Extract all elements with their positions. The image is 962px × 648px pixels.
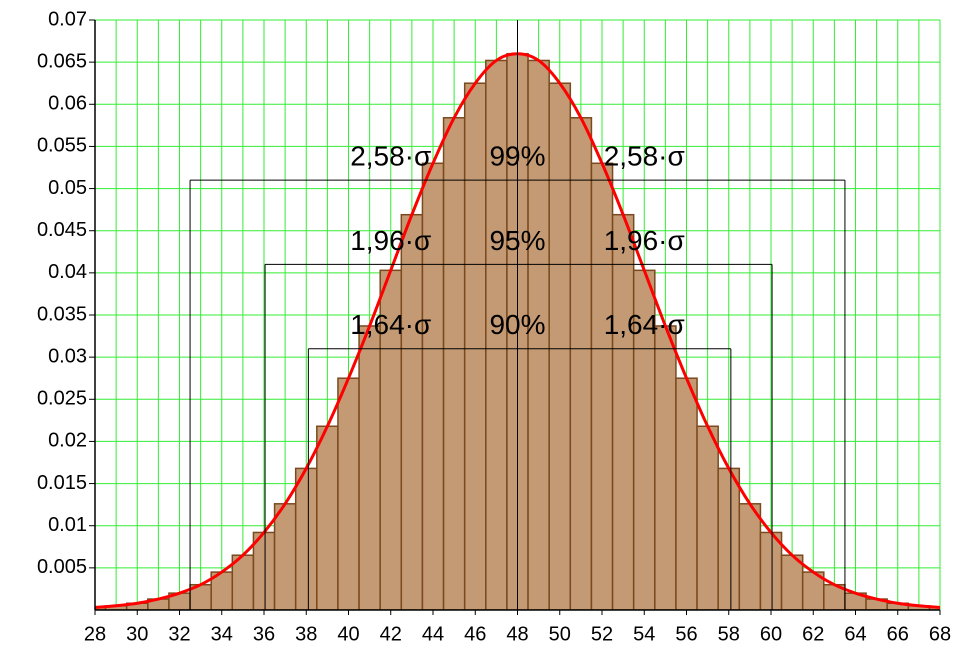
y-tick-label: 0.035 (37, 303, 87, 325)
bar (294, 467, 318, 610)
x-tick-label: 44 (422, 623, 444, 645)
x-tick-label: 46 (464, 623, 486, 645)
x-tick-label: 42 (380, 623, 402, 645)
y-tick-label: 0.005 (37, 556, 87, 578)
y-tick-label: 0.04 (48, 261, 87, 283)
x-tick-label: 62 (802, 623, 824, 645)
x-tick-label: 36 (253, 623, 275, 645)
x-tick-label: 48 (506, 623, 528, 645)
x-tick-label: 28 (84, 623, 106, 645)
interval-label: 1,96·σ (350, 225, 431, 256)
interval-label: 90% (489, 309, 545, 340)
x-tick-label: 60 (760, 623, 782, 645)
x-tick-label: 68 (929, 623, 951, 645)
interval-label: 2,58·σ (604, 141, 685, 172)
x-tick-label: 30 (126, 623, 148, 645)
bar (358, 325, 381, 610)
y-tick-label: 0.03 (48, 345, 87, 367)
bar (316, 425, 339, 610)
x-tick-label: 64 (844, 623, 866, 645)
bar (252, 531, 276, 610)
x-tick-label: 40 (337, 623, 359, 645)
bar (717, 467, 741, 610)
bar (548, 82, 572, 610)
y-tick-label: 0.06 (48, 93, 87, 115)
bar (675, 377, 698, 610)
interval-label: 1,64·σ (350, 309, 431, 340)
y-tick-label: 0.025 (37, 388, 87, 410)
x-tick-label: 66 (887, 623, 909, 645)
x-tick-label: 54 (633, 623, 655, 645)
x-tick-label: 38 (295, 623, 317, 645)
interval-label: 2,58·σ (350, 141, 431, 172)
interval-label: 95% (489, 225, 545, 256)
bar (928, 606, 940, 610)
x-tick-label: 52 (591, 623, 613, 645)
plot (95, 52, 940, 610)
bar (400, 213, 424, 610)
bar (696, 425, 719, 610)
bar (738, 503, 762, 610)
x-tick-label: 50 (549, 623, 571, 645)
y-tick-label: 0.015 (37, 472, 87, 494)
interval-label: 99% (489, 141, 545, 172)
bar (463, 82, 487, 610)
y-tick-label: 0.02 (48, 430, 87, 452)
x-tick-label: 58 (718, 623, 740, 645)
y-tick-label: 0.045 (37, 219, 87, 241)
bar (337, 377, 360, 610)
bar (654, 325, 677, 610)
y-tick-label: 0.01 (48, 514, 87, 536)
x-tick-label: 34 (211, 623, 233, 645)
bar (442, 117, 466, 610)
x-tick-label: 32 (168, 623, 190, 645)
interval-label: 1,64·σ (604, 309, 685, 340)
y-tick-label: 0.055 (37, 135, 87, 157)
interval-label: 1,96·σ (604, 225, 685, 256)
bar (569, 117, 593, 610)
bar (611, 213, 635, 610)
y-tick-label: 0.05 (48, 177, 87, 199)
y-tick-label: 0.07 (48, 8, 87, 30)
x-tick-label: 56 (675, 623, 697, 645)
bar (759, 531, 783, 610)
y-tick-label: 0.065 (37, 50, 87, 72)
bar (273, 503, 297, 610)
